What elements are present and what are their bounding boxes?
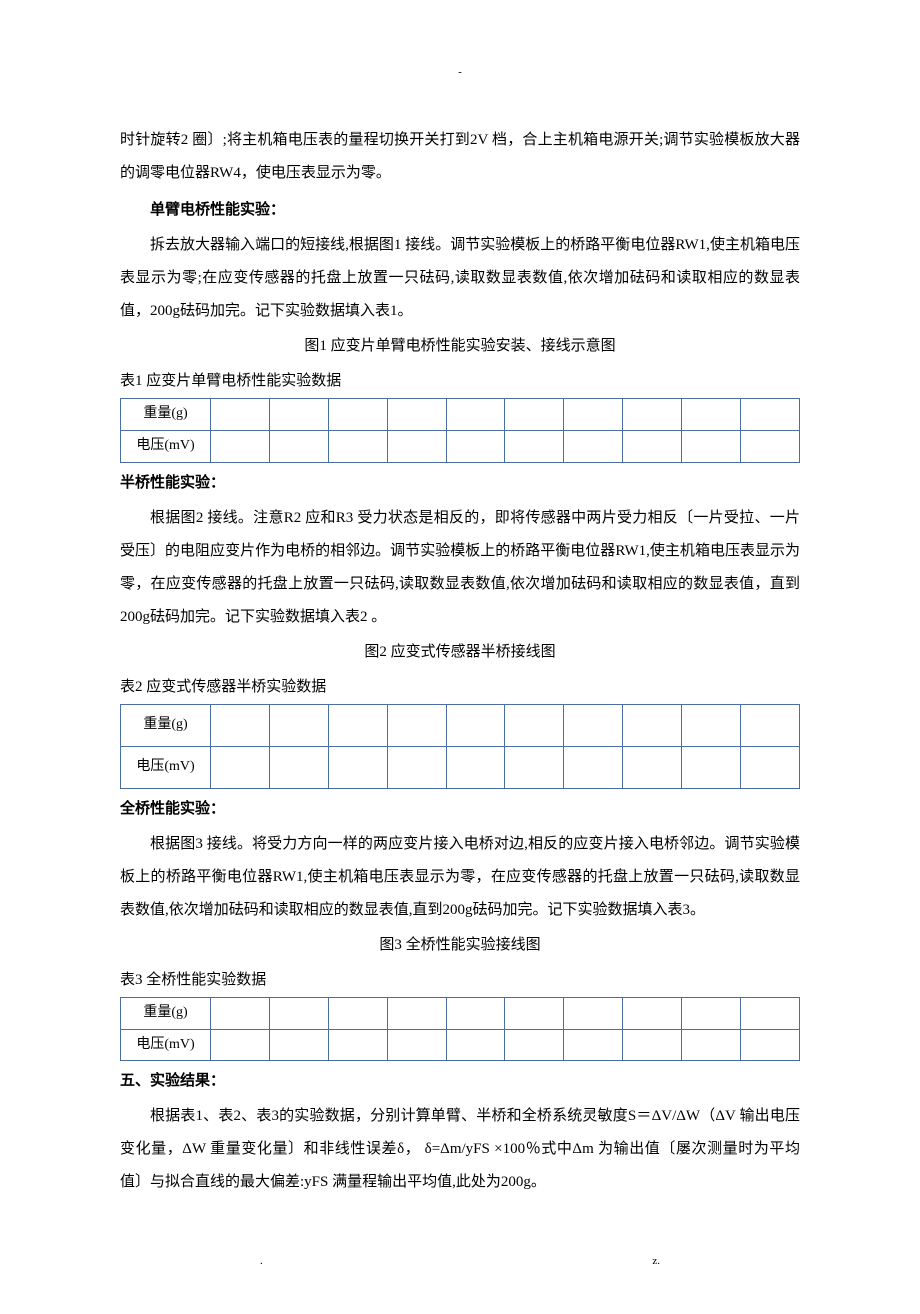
table-row: 重量(g): [121, 399, 800, 431]
table-cell: [211, 399, 270, 431]
table-row: 电压(mV): [121, 1029, 800, 1061]
paragraph-full-bridge: 根据图3 接线。将受力方向一样的两应变片接入电桥对边,相反的应变片接入电桥邻边。…: [120, 828, 800, 927]
table-cell: [211, 1029, 270, 1061]
table-cell: [505, 997, 564, 1029]
table-cell: [505, 746, 564, 788]
table-cell: [211, 430, 270, 462]
table-cell: [564, 1029, 623, 1061]
table-cell-label: 电压(mV): [121, 430, 211, 462]
paragraph-continuation: 时针旋转2 圈〕;将主机箱电压表的量程切换开关打到2V 档，合上主机箱电源开关;…: [120, 124, 800, 190]
table-cell: [328, 1029, 387, 1061]
table-cell: [446, 997, 505, 1029]
figure3-caption: 图3 全桥性能实验接线图: [120, 929, 800, 962]
table3-caption: 表3 全桥性能实验数据: [120, 964, 800, 997]
table-cell-label: 重量(g): [121, 704, 211, 746]
table-row: 重量(g): [121, 704, 800, 746]
heading-full-bridge: 全桥性能实验：: [120, 793, 800, 826]
table-cell: [623, 997, 682, 1029]
table-cell: [682, 430, 741, 462]
table-cell: [269, 399, 328, 431]
table-cell: [564, 399, 623, 431]
table-cell: [269, 746, 328, 788]
table-cell: [387, 704, 446, 746]
table-cell: [564, 430, 623, 462]
table-cell-label: 电压(mV): [121, 1029, 211, 1061]
table1: 重量(g) 电压(mV): [120, 398, 800, 463]
table-cell: [387, 430, 446, 462]
table-cell: [211, 746, 270, 788]
table-cell: [682, 399, 741, 431]
table-cell: [564, 746, 623, 788]
table-cell: [328, 746, 387, 788]
table3: 重量(g) 电压(mV): [120, 997, 800, 1062]
table-cell: [682, 1029, 741, 1061]
paragraph-results: 根据表1、表2、表3的实验数据，分别计算单臂、半桥和全桥系统灵敏度S＝ΔV/ΔW…: [120, 1100, 800, 1199]
table-cell: [328, 997, 387, 1029]
table-cell: [328, 430, 387, 462]
table-cell: [623, 746, 682, 788]
table-cell: [387, 997, 446, 1029]
table-cell: [446, 399, 505, 431]
table-cell: [387, 746, 446, 788]
table-cell: [682, 704, 741, 746]
table-cell: [505, 430, 564, 462]
table-cell: [328, 399, 387, 431]
table-cell: [269, 430, 328, 462]
table-cell: [623, 704, 682, 746]
table-cell: [387, 1029, 446, 1061]
table-cell: [623, 430, 682, 462]
table-cell: [505, 399, 564, 431]
footer-right: z.: [652, 1249, 660, 1273]
table-cell: [446, 746, 505, 788]
table2-caption: 表2 应变式传感器半桥实验数据: [120, 671, 800, 704]
footer-left: .: [260, 1249, 263, 1273]
table-cell: [387, 399, 446, 431]
table-cell: [446, 704, 505, 746]
table-cell: [564, 704, 623, 746]
table-cell: [682, 997, 741, 1029]
table-cell: [741, 704, 800, 746]
heading-single-arm: 单臂电桥性能实验：: [120, 194, 800, 227]
table-cell: [623, 1029, 682, 1061]
figure2-caption: 图2 应变式传感器半桥接线图: [120, 636, 800, 669]
table-cell: [505, 1029, 564, 1061]
table-cell: [328, 704, 387, 746]
table-cell: [741, 430, 800, 462]
page-footer: . z.: [120, 1249, 800, 1273]
table-cell: [446, 1029, 505, 1061]
paragraph-single-arm: 拆去放大器输入端口的短接线,根据图1 接线。调节实验模板上的桥路平衡电位器RW1…: [120, 229, 800, 328]
table-cell: [211, 704, 270, 746]
table1-caption: 表1 应变片单臂电桥性能实验数据: [120, 365, 800, 398]
table2: 重量(g) 电压(mV): [120, 704, 800, 789]
table-cell: [623, 399, 682, 431]
table-cell: [741, 1029, 800, 1061]
table-cell: [269, 997, 328, 1029]
table-cell: [682, 746, 741, 788]
page-top-marker: -: [120, 60, 800, 84]
table-cell-label: 电压(mV): [121, 746, 211, 788]
table-cell: [446, 430, 505, 462]
table-row: 重量(g): [121, 997, 800, 1029]
table-cell: [741, 746, 800, 788]
table-cell-label: 重量(g): [121, 997, 211, 1029]
table-row: 电压(mV): [121, 746, 800, 788]
paragraph-half-bridge: 根据图2 接线。注意R2 应和R3 受力状态是相反的，即将传感器中两片受力相反〔…: [120, 502, 800, 634]
table-cell: [211, 997, 270, 1029]
table-cell: [741, 997, 800, 1029]
figure1-caption: 图1 应变片单臂电桥性能实验安装、接线示意图: [120, 330, 800, 363]
table-cell: [564, 997, 623, 1029]
heading-half-bridge: 半桥性能实验：: [120, 467, 800, 500]
table-cell: [269, 704, 328, 746]
table-cell: [269, 1029, 328, 1061]
heading-results: 五、实验结果：: [120, 1065, 800, 1098]
table-cell: [741, 399, 800, 431]
table-cell: [505, 704, 564, 746]
table-row: 电压(mV): [121, 430, 800, 462]
table-cell-label: 重量(g): [121, 399, 211, 431]
